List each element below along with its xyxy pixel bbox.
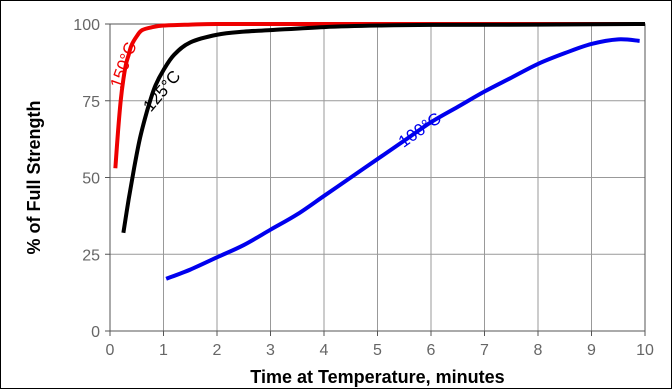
series-label-150c: 150°C: [107, 40, 141, 91]
y-tick-label: 50: [82, 171, 100, 188]
x-tick-label: 0: [106, 342, 115, 359]
x-tick-label: 6: [427, 342, 436, 359]
x-tick-label: 9: [587, 342, 596, 359]
x-tick-label: 8: [534, 342, 543, 359]
x-axis-title: Time at Temperature, minutes: [250, 367, 504, 387]
series-group: [113, 21, 646, 281]
x-tick-label: 2: [213, 342, 222, 359]
x-tick-label: 5: [373, 342, 382, 359]
y-axis-ticks: 0 25 50 75 100: [73, 17, 110, 341]
series-line-150c: [113, 21, 645, 169]
x-tick-label: 10: [636, 342, 654, 359]
x-tick-label: 4: [320, 342, 329, 359]
y-tick-label: 100: [73, 17, 100, 34]
series-line-100c: [165, 37, 640, 281]
y-tick-label: 0: [91, 324, 100, 341]
x-tick-label: 3: [266, 342, 275, 359]
grid: [109, 23, 646, 332]
y-axis-title: % of Full Strength: [24, 101, 44, 255]
series-line-125c: [121, 22, 646, 234]
y-tick-label: 75: [82, 94, 100, 111]
x-axis-ticks: 0 1 2 3 4 5 6 7 8 9 10: [106, 331, 654, 359]
series-label-100c: 100°C: [395, 109, 445, 152]
x-tick-label: 7: [480, 342, 489, 359]
y-tick-label: 25: [82, 247, 100, 264]
x-tick-label: 1: [159, 342, 168, 359]
